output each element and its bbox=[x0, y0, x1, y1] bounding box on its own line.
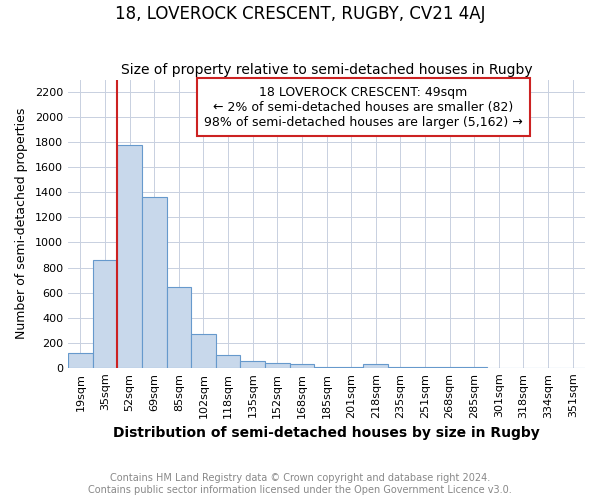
Bar bbox=[68, 353, 92, 368]
Bar bbox=[216, 356, 241, 368]
X-axis label: Distribution of semi-detached houses by size in Rugby: Distribution of semi-detached houses by … bbox=[113, 426, 540, 440]
Y-axis label: Number of semi-detached properties: Number of semi-detached properties bbox=[15, 108, 28, 340]
Bar bbox=[265, 364, 290, 368]
Text: Contains HM Land Registry data © Crown copyright and database right 2024.
Contai: Contains HM Land Registry data © Crown c… bbox=[88, 474, 512, 495]
Bar bbox=[167, 287, 191, 368]
Bar bbox=[290, 364, 314, 368]
Bar bbox=[339, 367, 364, 368]
Text: 18 LOVEROCK CRESCENT: 49sqm
← 2% of semi-detached houses are smaller (82)
98% of: 18 LOVEROCK CRESCENT: 49sqm ← 2% of semi… bbox=[204, 86, 523, 129]
Bar bbox=[314, 367, 339, 368]
Bar bbox=[241, 361, 265, 368]
Bar bbox=[142, 198, 167, 368]
Bar bbox=[388, 367, 413, 368]
Bar bbox=[191, 334, 216, 368]
Bar bbox=[117, 144, 142, 368]
Title: Size of property relative to semi-detached houses in Rugby: Size of property relative to semi-detach… bbox=[121, 63, 532, 77]
Text: 18, LOVEROCK CRESCENT, RUGBY, CV21 4AJ: 18, LOVEROCK CRESCENT, RUGBY, CV21 4AJ bbox=[115, 5, 485, 23]
Bar bbox=[364, 364, 388, 368]
Bar bbox=[92, 260, 117, 368]
